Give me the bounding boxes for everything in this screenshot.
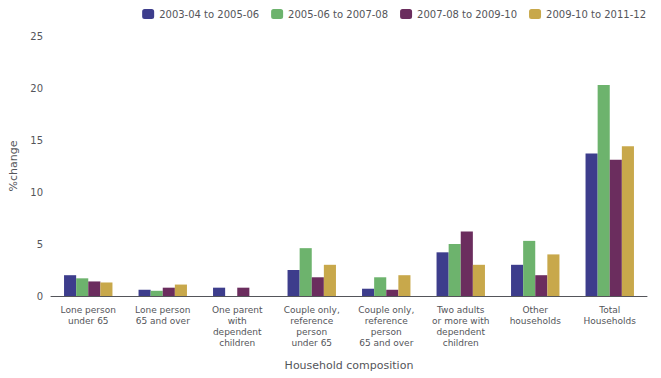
svg-text:dependent: dependent (436, 327, 485, 337)
svg-text:65 and over: 65 and over (136, 316, 190, 326)
svg-text:Households: Households (584, 316, 637, 326)
svg-text:One parent: One parent (212, 305, 263, 315)
svg-text:5: 5 (37, 239, 43, 250)
svg-text:25: 25 (30, 31, 43, 42)
svg-text:children: children (443, 338, 479, 348)
svg-text:or more with: or more with (432, 316, 489, 326)
svg-text:Household composition: Household composition (285, 359, 414, 372)
svg-text:%change: %change (7, 140, 20, 191)
svg-text:Total: Total (598, 305, 620, 315)
svg-text:children: children (219, 338, 255, 348)
svg-text:reference: reference (290, 316, 333, 326)
svg-text:Lone person: Lone person (135, 305, 190, 315)
svg-text:person: person (371, 327, 402, 337)
svg-text:reference: reference (365, 316, 408, 326)
svg-text:10: 10 (30, 187, 43, 198)
svg-text:2007-08 to 2009-10: 2007-08 to 2009-10 (417, 9, 517, 20)
svg-text:with: with (228, 316, 247, 326)
svg-text:person: person (296, 327, 327, 337)
svg-text:Other: Other (522, 305, 548, 315)
svg-text:15: 15 (30, 135, 43, 146)
svg-text:2005-06 to 2007-08: 2005-06 to 2007-08 (288, 9, 388, 20)
svg-text:under 65: under 65 (291, 338, 332, 348)
svg-text:20: 20 (30, 83, 43, 94)
svg-text:households: households (510, 316, 562, 326)
svg-text:Lone person: Lone person (61, 305, 116, 315)
svg-text:Couple only,: Couple only, (358, 305, 414, 315)
svg-text:2009-10 to 2011-12: 2009-10 to 2011-12 (546, 9, 646, 20)
svg-text:under 65: under 65 (68, 316, 109, 326)
svg-text:0: 0 (37, 291, 43, 302)
svg-text:Couple only,: Couple only, (284, 305, 340, 315)
svg-text:2003-04 to 2005-06: 2003-04 to 2005-06 (159, 9, 259, 20)
svg-text:Two adults: Two adults (436, 305, 485, 315)
svg-text:dependent: dependent (213, 327, 262, 337)
svg-text:65 and over: 65 and over (359, 338, 413, 348)
